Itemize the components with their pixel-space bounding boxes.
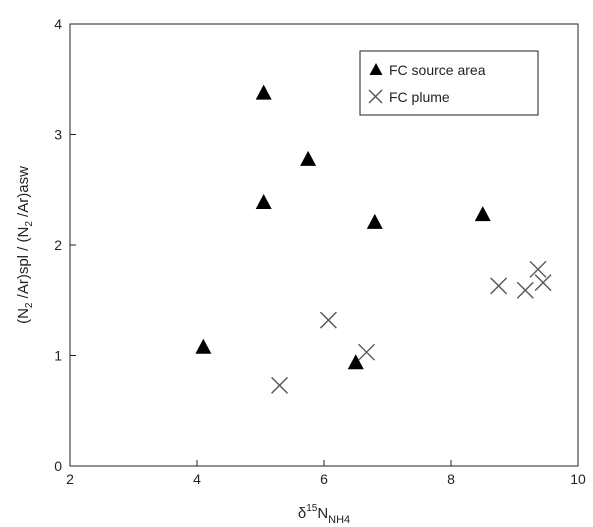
source-area-point: [474, 206, 491, 222]
plume-point: [271, 376, 289, 394]
x-axis-label: δ15NNH4: [298, 503, 350, 526]
source-area-point: [300, 150, 317, 166]
x-label-subscript: NH4: [328, 514, 350, 526]
y-label-part-2: /Ar)spl / (N: [15, 227, 32, 303]
legend-x-marker: [368, 89, 383, 104]
x-tick-label: 2: [66, 471, 74, 487]
x-tick-labels: 2 4 6 8 10: [66, 471, 586, 487]
x-label-superscript: 15: [306, 503, 318, 514]
y-axis-label: (N2 /Ar)spl / (N2 /Ar)asw: [15, 166, 35, 324]
y-tick-label: 2: [54, 237, 62, 253]
x-tick-label: 8: [447, 471, 455, 487]
source-area-point: [366, 213, 383, 229]
source-area-point: [347, 354, 364, 370]
y-tick-label: 1: [54, 348, 62, 364]
y-label-part-3: /Ar)asw: [15, 166, 32, 221]
plume-point: [529, 260, 547, 278]
plume-point: [534, 274, 552, 292]
y-tick-label: 3: [54, 127, 62, 143]
plume-point: [358, 343, 376, 361]
x-tick-label: 4: [193, 471, 201, 487]
plume-point: [516, 281, 534, 299]
data-points: [195, 84, 552, 394]
source-area-point: [255, 84, 272, 100]
source-area-point: [195, 338, 212, 354]
legend-label-plume: FC plume: [389, 89, 450, 105]
y-label-subscript-2: 2: [24, 221, 35, 227]
plume-point: [490, 277, 508, 295]
source-area-point: [255, 194, 272, 210]
legend-box: [359, 50, 539, 116]
x-tick-label: 10: [570, 471, 586, 487]
legend: FC source area FC plume: [359, 50, 539, 116]
plume-point: [319, 311, 337, 329]
axis-ticks: [69, 23, 579, 467]
legend-triangle-marker: [369, 63, 383, 75]
y-tick-labels: 0 1 2 3 4: [54, 16, 62, 474]
x-label-prefix: δ: [298, 505, 306, 522]
y-label-part-1: (N: [15, 308, 32, 324]
y-tick-label: 0: [54, 458, 62, 474]
legend-label-source-area: FC source area: [389, 62, 486, 78]
y-label-subscript-1: 2: [24, 302, 35, 308]
y-tick-label: 4: [54, 16, 62, 32]
x-label-main: N: [317, 505, 328, 522]
x-tick-label: 6: [320, 471, 328, 487]
